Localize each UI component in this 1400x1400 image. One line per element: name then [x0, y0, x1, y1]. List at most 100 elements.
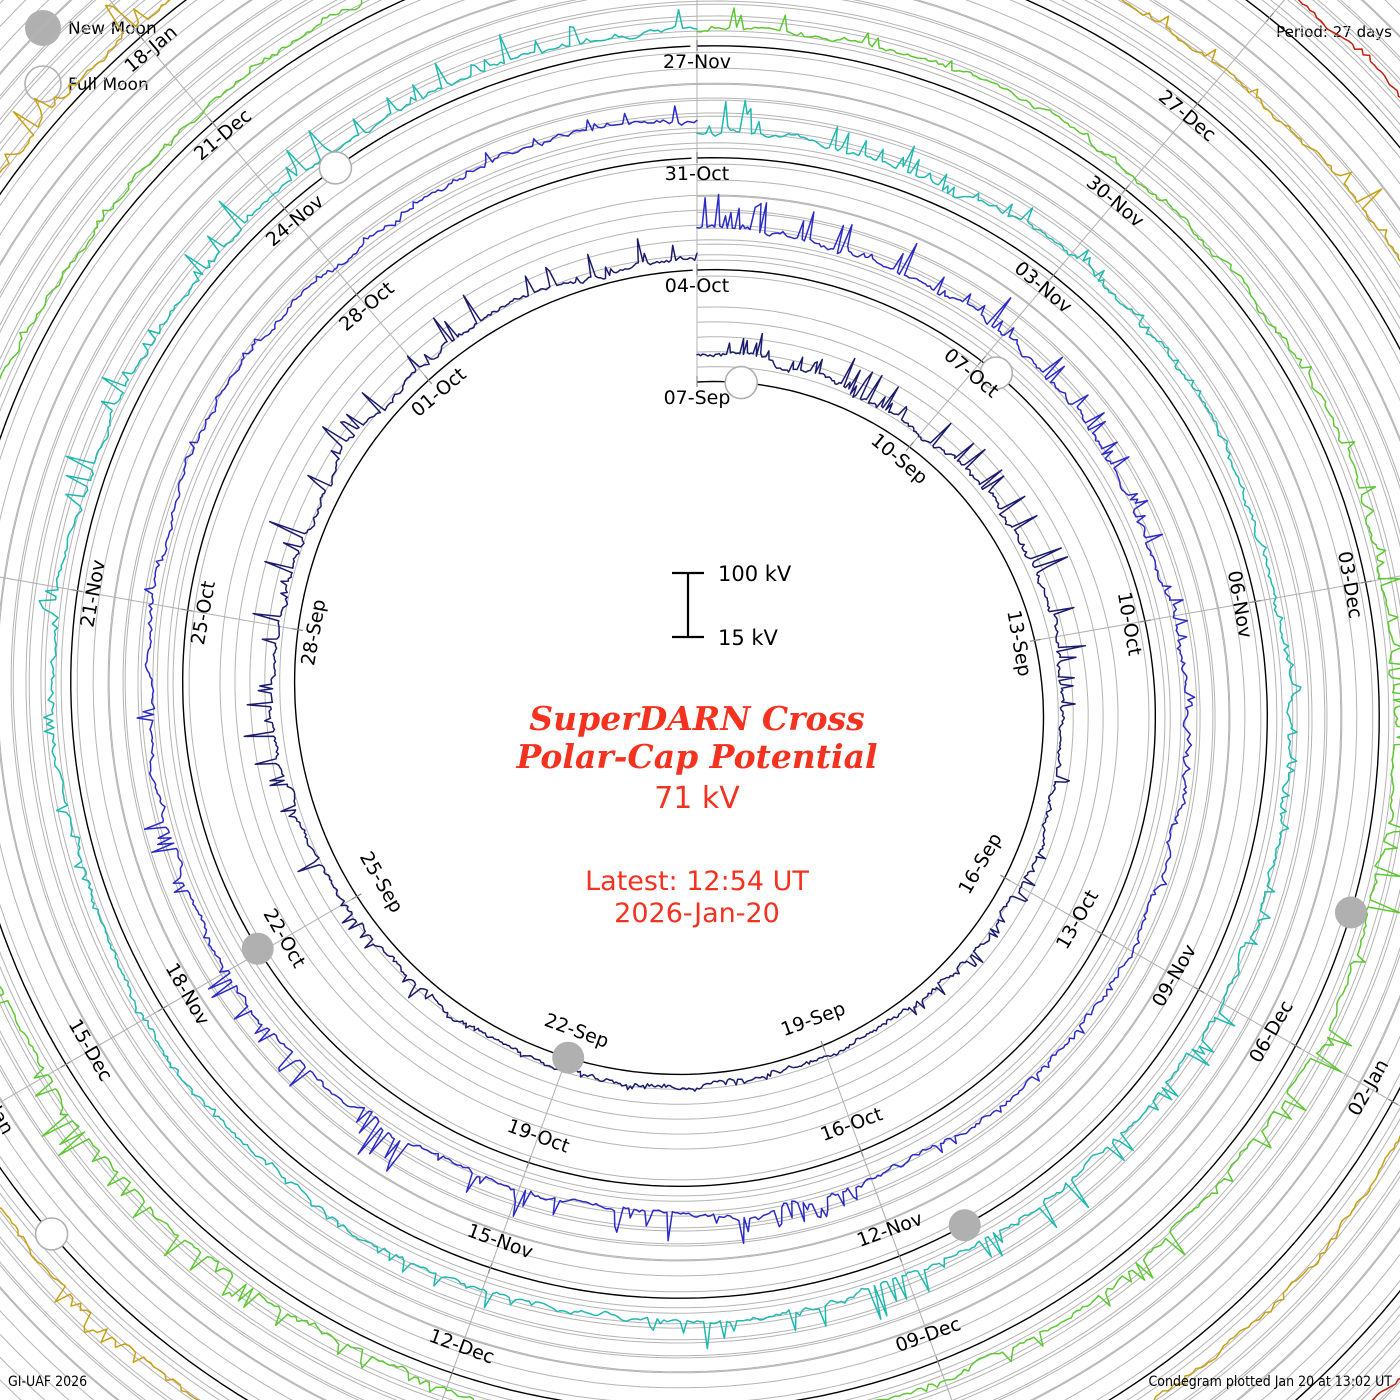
day-tick	[905, 441, 914, 452]
radial-spoke	[1004, 877, 1400, 1107]
date-tick-label: 09-Dec	[893, 1313, 964, 1357]
radial-spoke	[108, 0, 429, 381]
day-tick	[424, 375, 433, 385]
scale-top-label: 100 kV	[718, 562, 792, 586]
scale-bar: 100 kV 15 kV	[672, 562, 792, 650]
day-tick	[449, 1368, 455, 1379]
full-moon-marker	[318, 151, 353, 185]
day-tick	[280, 203, 289, 213]
full-moon-marker	[979, 356, 1014, 390]
page-title-line1: SuperDARN Cross	[529, 699, 864, 738]
radial-spoke	[0, 576, 299, 631]
day-tick	[487, 1262, 493, 1274]
radial-spoke	[822, 1045, 953, 1400]
date-tick-label: 10-Oct	[1113, 590, 1146, 657]
day-tick	[1121, 184, 1130, 194]
current-value: 71 kV	[654, 781, 740, 816]
day-tick	[1265, 12, 1274, 23]
day-tick	[820, 1040, 826, 1052]
day-tick	[1291, 1042, 1302, 1050]
moon-marker-layer	[34, 151, 1367, 1251]
day-tick	[1029, 638, 1041, 642]
new-moon-label: New Moon	[68, 19, 157, 39]
date-tick-label: 16-Oct	[818, 1103, 886, 1146]
ring-baseline	[181, 157, 1156, 1187]
potential-trace	[38, 8, 1302, 1350]
full-moon-label: Full Moon	[68, 75, 149, 95]
full-moon-marker	[724, 365, 759, 400]
date-tick-label: 12-Dec	[426, 1325, 497, 1369]
day-tick	[977, 356, 986, 366]
radial-spoke	[909, 0, 1286, 448]
day-tick	[351, 893, 362, 900]
new-moon-marker	[552, 1041, 585, 1074]
day-tick	[352, 289, 361, 299]
potential-trace	[243, 238, 1087, 1092]
day-tick	[1193, 98, 1202, 108]
ring-baseline	[70, 45, 1269, 1299]
day-tick	[71, 589, 83, 593]
new-moon-marker	[241, 932, 274, 965]
date-tick-label: 13-Oct	[1052, 886, 1103, 953]
scale-bottom-label: 15 kV	[718, 626, 779, 650]
date-tick-label: 02-Jan	[1344, 1056, 1394, 1120]
date-tick-label: 18-Nov	[161, 959, 214, 1029]
latest-date: 2026-Jan-20	[614, 898, 780, 929]
day-tick	[157, 1005, 168, 1012]
day-tick	[181, 608, 193, 612]
date-tick-label: 25-Oct	[187, 579, 220, 646]
day-tick	[1000, 874, 1011, 882]
full-moon-icon	[24, 65, 62, 103]
date-tick-label: 27-Nov	[663, 51, 731, 73]
day-tick	[858, 1145, 864, 1157]
full-moon-marker	[34, 1217, 69, 1251]
radial-spoke	[0, 895, 358, 1103]
radial-spoke	[441, 1057, 568, 1400]
ring-baseline	[293, 269, 1045, 1076]
date-tick-label: 07-Sep	[664, 387, 731, 409]
page-title-line2: Polar-Cap Potential	[515, 737, 877, 776]
footer-right: Condegram plotted Jan 20 at 13:02 UT	[1148, 1374, 1392, 1390]
day-tick	[291, 628, 304, 632]
date-tick-label: 12-Nov	[854, 1208, 926, 1252]
day-tick	[1360, 580, 1372, 584]
date-tick-label: 04-Oct	[665, 275, 729, 297]
day-tick	[1250, 599, 1262, 603]
date-tick-label: 15-Nov	[464, 1219, 536, 1263]
day-tick	[935, 1356, 941, 1368]
day-tick	[60, 1061, 71, 1068]
center-text-block: SuperDARN Cross Polar-Cap Potential 71 k…	[515, 699, 877, 929]
day-tick	[1194, 986, 1205, 994]
date-tick-label: 11-Jan	[0, 1074, 18, 1138]
day-tick	[1139, 619, 1152, 623]
day-tick	[897, 1251, 903, 1262]
day-tick	[526, 1157, 531, 1169]
date-tick-label: 19-Sep	[778, 997, 848, 1041]
day-tick	[1097, 930, 1108, 938]
day-tick	[208, 117, 217, 127]
new-moon-marker	[948, 1209, 981, 1242]
date-tick-label: 06-Nov	[1223, 569, 1256, 640]
day-tick	[136, 31, 145, 42]
new-moon-marker	[1334, 896, 1367, 929]
date-tick-label: 31-Oct	[665, 163, 729, 185]
date-tick-label: 03-Dec	[1333, 550, 1366, 621]
radial-spoke	[1034, 575, 1400, 641]
day-tick	[1388, 1098, 1399, 1106]
